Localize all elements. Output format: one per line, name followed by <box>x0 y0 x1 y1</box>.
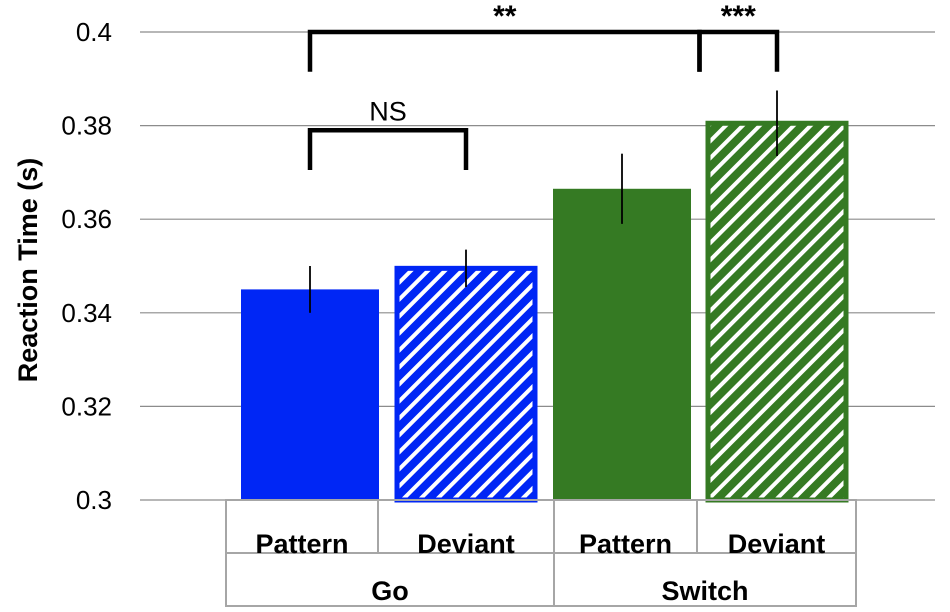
category-label: Pattern <box>579 529 672 559</box>
group-label: Go <box>371 576 409 606</box>
y-tick-label: 0.34 <box>61 298 112 328</box>
bars <box>241 120 849 503</box>
y-tick-label: 0.36 <box>61 204 112 234</box>
group-label: Switch <box>661 576 748 606</box>
significance-label: NS <box>369 96 407 126</box>
y-tick-label: 0.32 <box>61 391 112 421</box>
category-table: Pattern Deviant Pattern Deviant Go Switch <box>225 499 857 607</box>
significance-bracket <box>307 128 469 170</box>
significance-label: *** <box>721 0 756 33</box>
bar-go-deviant <box>394 265 538 503</box>
category-label: Deviant <box>417 529 515 559</box>
error-bars <box>309 90 778 313</box>
significance-bracket <box>307 29 702 72</box>
category-label: Deviant <box>728 529 826 559</box>
significance-label: ** <box>493 0 517 33</box>
significance-bracket <box>697 29 780 72</box>
significance-annotations: NS** *** <box>307 0 780 170</box>
category-label: Pattern <box>255 529 348 559</box>
bar-switch-deviant <box>705 120 849 503</box>
y-tick-labels: 0.3 0.32 0.34 0.36 0.38 0.4 <box>61 17 112 515</box>
y-axis-title: Reaction Time (s) <box>13 158 43 383</box>
bar-go-pattern <box>241 289 379 500</box>
y-tick-label: 0.3 <box>76 485 112 515</box>
y-tick-label: 0.38 <box>61 111 112 141</box>
y-tick-label: 0.4 <box>76 17 112 47</box>
bar-switch-pattern <box>553 188 691 500</box>
